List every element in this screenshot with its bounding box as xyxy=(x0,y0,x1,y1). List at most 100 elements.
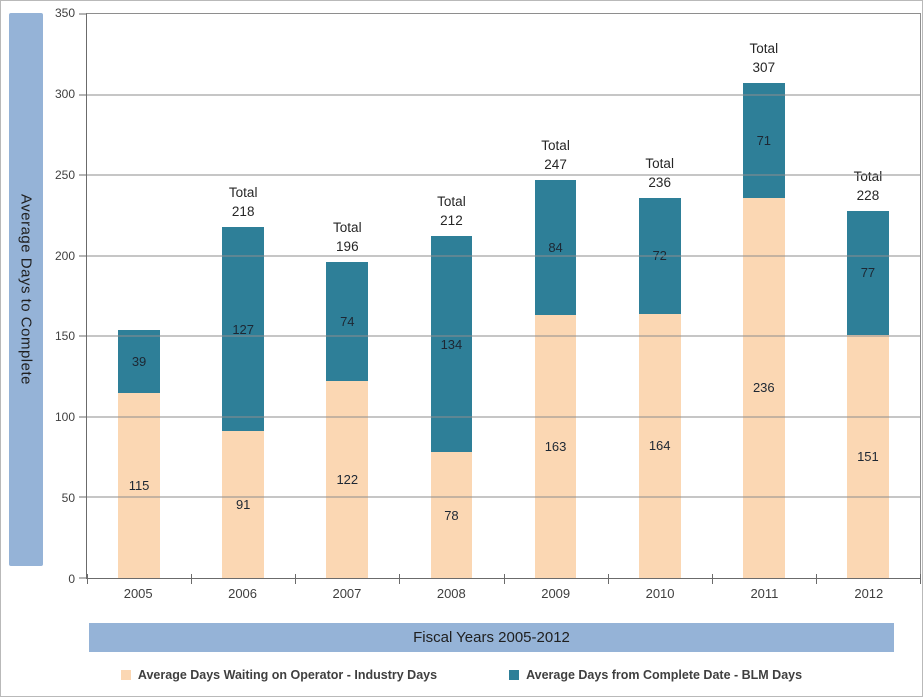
total-label-2010: Total 236 xyxy=(608,154,712,192)
y-tick-mark-100 xyxy=(79,416,87,418)
legend-swatch-icon xyxy=(509,670,520,680)
bar-segment-industry-2011: 236 xyxy=(742,197,785,578)
bar-column-2012: 151 77 Total 228 xyxy=(816,14,920,578)
bar-value-label: 151 xyxy=(857,448,879,464)
bar-segment-blm-2009: 84 xyxy=(534,179,577,316)
total-label-2009: Total 247 xyxy=(504,136,608,174)
y-tick-mark-150 xyxy=(79,335,87,337)
bar-segment-blm-2006: 127 xyxy=(222,226,264,432)
bar-segment-industry-2010: 164 xyxy=(638,313,681,578)
total-label-value: 218 xyxy=(231,203,255,219)
total-label-value: 212 xyxy=(440,213,463,229)
legend-item-blm: Average Days from Complete Date - BLM Da… xyxy=(509,669,802,682)
x-tick-mark-2 xyxy=(295,574,297,584)
total-label-2007: Total 196 xyxy=(295,218,399,256)
x-tick-mark-7 xyxy=(815,574,817,584)
bar-column-2011: 236 71 Total 307 xyxy=(712,14,816,578)
bar-segment-blm-2008: 134 xyxy=(430,236,473,453)
y-tick-label-50: 50 xyxy=(61,491,75,506)
bar-segment-industry-2009: 163 xyxy=(534,315,577,578)
total-label-prefix: Total xyxy=(333,220,362,236)
total-label-2011: Total 307 xyxy=(712,39,816,77)
bar-columns: 115 39 91 127 Total 218 122 74 Total 196 78 134 Tota… xyxy=(87,14,920,578)
x-axis-label-2011: 2011 xyxy=(750,586,779,601)
bar-column-2007: 122 74 Total 196 xyxy=(295,14,399,578)
x-axis-label-2005: 2005 xyxy=(123,586,153,601)
x-axis-title-bar: Fiscal Years 2005-2012 xyxy=(89,623,894,652)
bar-value-label: 39 xyxy=(131,353,147,369)
bar-segment-blm-2005: 39 xyxy=(118,329,160,393)
y-tick-mark-350 xyxy=(79,13,87,15)
total-label-prefix: Total xyxy=(228,184,258,200)
x-tick-mark-5 xyxy=(607,574,609,584)
x-tick-mark-4 xyxy=(503,574,505,584)
y-tick-mark-250 xyxy=(79,174,87,176)
bar-value-label: 77 xyxy=(860,265,876,281)
bar-value-label: 236 xyxy=(752,380,775,396)
x-tick-mark-0 xyxy=(87,574,88,584)
bar-segment-industry-2008: 78 xyxy=(430,452,473,578)
bar-value-label: 84 xyxy=(548,240,563,256)
bar-column-2005: 115 39 xyxy=(87,14,191,578)
bar-segment-blm-2007: 74 xyxy=(326,262,369,382)
total-label-prefix: Total xyxy=(645,155,674,171)
bar-value-label: 78 xyxy=(444,507,459,523)
legend-swatch-icon xyxy=(120,670,131,680)
bar-value-label: 163 xyxy=(544,439,567,455)
bar-segment-industry-2007: 122 xyxy=(326,381,369,578)
gridline-300 xyxy=(87,94,920,96)
total-label-prefix: Total xyxy=(749,41,779,57)
x-axis-label-2006: 2006 xyxy=(228,586,258,601)
y-axis-title: Average Days to Complete xyxy=(17,194,35,385)
y-tick-mark-50 xyxy=(79,496,87,498)
y-axis-title-bar: Average Days to Complete xyxy=(9,13,43,566)
x-tick-mark-6 xyxy=(711,574,713,584)
y-tick-label-200: 200 xyxy=(54,248,75,263)
gridline-150 xyxy=(87,335,920,337)
bar-value-label: 127 xyxy=(232,321,255,337)
total-label-prefix: Total xyxy=(853,168,883,184)
bar-value-label: 164 xyxy=(648,438,671,454)
y-tick-mark-0 xyxy=(79,577,87,579)
legend-item-industry: Average Days Waiting on Operator - Indus… xyxy=(120,667,438,682)
bar-column-2009: 163 84 Total 247 xyxy=(504,14,608,578)
gridline-250 xyxy=(87,174,920,176)
y-tick-label-150: 150 xyxy=(54,329,75,344)
bar-value-label: 134 xyxy=(440,336,463,352)
total-label-value: 247 xyxy=(544,156,567,172)
bar-value-label: 122 xyxy=(336,472,359,488)
y-tick-mark-300 xyxy=(79,94,87,96)
y-tick-label-100: 100 xyxy=(54,410,75,425)
bar-value-label: 74 xyxy=(340,314,355,330)
total-label-value: 196 xyxy=(336,239,359,255)
x-tick-mark-1 xyxy=(191,574,193,584)
bar-column-2008: 78 134 Total 212 xyxy=(399,14,503,578)
bar-segment-industry-2005: 115 xyxy=(118,392,160,578)
bar-segment-industry-2006: 91 xyxy=(222,431,264,578)
bar-value-label: 71 xyxy=(756,133,772,148)
x-tick-mark-3 xyxy=(399,574,401,584)
bar-segment-blm-2012: 77 xyxy=(847,210,889,335)
gridline-50 xyxy=(87,496,920,498)
x-axis-title: Fiscal Years 2005-2012 xyxy=(413,629,570,646)
total-label-prefix: Total xyxy=(437,194,466,210)
x-axis-label-2007: 2007 xyxy=(332,586,362,601)
legend-label: Average Days Waiting on Operator - Indus… xyxy=(137,667,438,682)
bar-value-label: 91 xyxy=(235,497,251,513)
total-label-value: 236 xyxy=(648,174,671,190)
x-axis-label-2009: 2009 xyxy=(541,586,571,601)
legend-label: Average Days from Complete Date - BLM Da… xyxy=(526,667,803,682)
total-label-prefix: Total xyxy=(541,137,570,153)
y-tick-label-250: 250 xyxy=(54,167,75,182)
x-axis-label-2010: 2010 xyxy=(645,586,675,601)
plot-area: 115 39 91 127 Total 218 122 74 Total 196 78 134 Tota… xyxy=(79,13,921,584)
x-axis-label-2012: 2012 xyxy=(854,586,884,601)
gridline-200 xyxy=(87,255,920,257)
total-label-2008: Total 212 xyxy=(399,192,503,230)
y-tick-label-0: 0 xyxy=(68,572,75,586)
y-tick-label-350: 350 xyxy=(54,6,75,20)
y-tick-mark-200 xyxy=(79,255,87,257)
x-axis-labels: 2005 2006 2007 2008 2009 2010 2011 2012 xyxy=(86,586,921,606)
y-tick-label-300: 300 xyxy=(54,86,75,101)
